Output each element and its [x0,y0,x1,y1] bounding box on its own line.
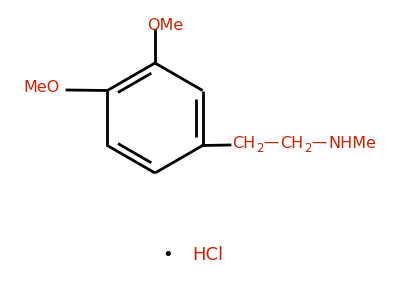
Text: —: — [263,134,278,150]
Text: —: — [311,134,326,150]
Text: OMe: OMe [147,18,183,33]
Text: NHMe: NHMe [328,136,376,150]
Text: HCl: HCl [192,246,223,264]
Text: 2: 2 [256,143,264,155]
Text: 2: 2 [304,143,312,155]
Text: MeO: MeO [24,81,60,95]
Text: •: • [163,246,173,264]
Text: CH: CH [280,136,303,150]
Text: CH: CH [232,136,255,150]
